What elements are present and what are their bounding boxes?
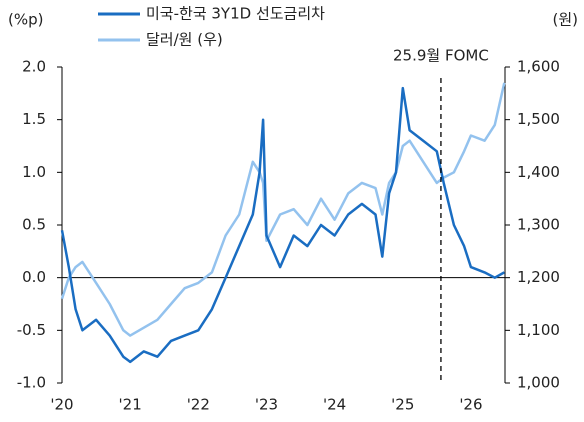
y2-tick-label: 1,600 [517, 58, 560, 76]
y-tick-label: -1.0 [17, 374, 46, 392]
y2-tick-label: 1,500 [517, 110, 560, 128]
y-tick-label: 0.0 [22, 268, 46, 286]
y2-tick-label: 1,200 [517, 268, 560, 286]
y2-axis-label: (원) [552, 11, 578, 29]
y2-tick-label: 1,000 [517, 374, 560, 392]
annotation-text: 25.9월 FOMC [393, 47, 489, 65]
y-tick-label: 2.0 [22, 58, 46, 76]
y-tick-label: 1.0 [22, 163, 46, 181]
x-tick-label: '25 [391, 396, 414, 414]
legend-label: 달러/원 (우) [146, 31, 223, 49]
series-line [60, 86, 505, 364]
x-tick-label: '26 [459, 396, 482, 414]
x-tick-label: '23 [255, 396, 278, 414]
y-axis-label: (%p) [8, 11, 43, 29]
y2-tick-label: 1,300 [517, 216, 560, 234]
series-line [60, 82, 506, 337]
y-tick-label: -0.5 [17, 321, 46, 339]
x-tick-label: '24 [323, 396, 346, 414]
y2-tick-label: 1,400 [517, 163, 560, 181]
x-tick-label: '21 [119, 396, 142, 414]
y2-tick-label: 1,100 [517, 321, 560, 339]
x-tick-label: '22 [187, 396, 210, 414]
x-tick-label: '20 [50, 396, 73, 414]
legend-label: 미국-한국 3Y1D 선도금리차 [146, 5, 325, 23]
y-tick-label: 0.5 [22, 216, 46, 234]
y-tick-label: 1.5 [22, 110, 46, 128]
